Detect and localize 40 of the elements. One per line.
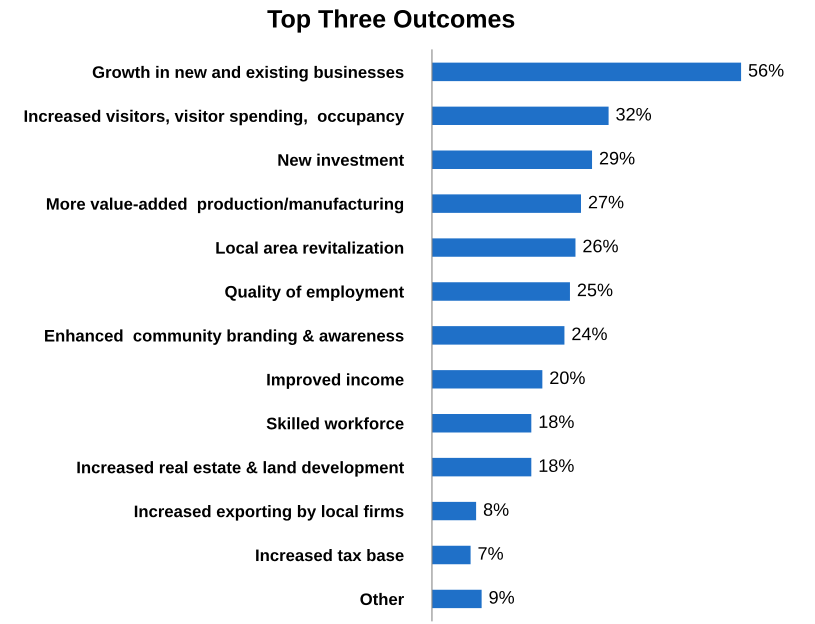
- data-label: 20%: [550, 371, 585, 384]
- y-tick-label: Increased tax base: [256, 548, 404, 562]
- y-tick-label: Other: [360, 592, 404, 606]
- bar: [432, 238, 576, 257]
- y-tick-label: Local area revitalization: [216, 242, 404, 254]
- data-label: 27%: [588, 196, 624, 208]
- bar: [432, 414, 532, 432]
- data-label: 24%: [572, 327, 607, 340]
- data-label: 18%: [540, 415, 574, 428]
- bar: [432, 150, 592, 169]
- y-tick-label: Increased exporting by local firms: [134, 505, 404, 521]
- y-tick-label: New investment: [278, 154, 404, 166]
- data-label: 9%: [489, 590, 514, 604]
- chart-title: Top Three Outcomes: [267, 9, 514, 33]
- data-label: 8%: [484, 503, 509, 516]
- bar: [432, 62, 742, 82]
- y-tick-label: More value-added production/manufacturing: [46, 198, 404, 214]
- y-tick-label: Improved income: [267, 373, 404, 389]
- y-tick-label: Quality of employment: [225, 285, 404, 301]
- bar: [432, 326, 564, 345]
- bar: [432, 590, 482, 608]
- bar: [432, 194, 581, 213]
- data-label: 7%: [478, 547, 503, 560]
- data-label: 56%: [748, 64, 784, 77]
- data-label: 25%: [578, 284, 612, 296]
- bar: [432, 458, 532, 476]
- data-label: 26%: [583, 240, 618, 252]
- y-tick-label: Skilled workforce: [266, 417, 404, 430]
- data-label: 29%: [600, 152, 634, 165]
- bar: [432, 106, 609, 126]
- bar: [432, 546, 471, 564]
- y-tick-label: Growth in new and existing businesses: [92, 66, 404, 82]
- bar: [432, 502, 476, 520]
- data-label: 32%: [616, 108, 652, 121]
- y-tick-label: Enhanced community branding & awareness: [45, 329, 404, 345]
- bar: [432, 282, 570, 301]
- y-tick-label: Increased real estate & land development: [77, 461, 404, 477]
- y-tick-label: Increased visitors, visitor spending, occupancy: [24, 110, 404, 126]
- data-label: 18%: [540, 459, 574, 472]
- bar: [432, 370, 542, 389]
